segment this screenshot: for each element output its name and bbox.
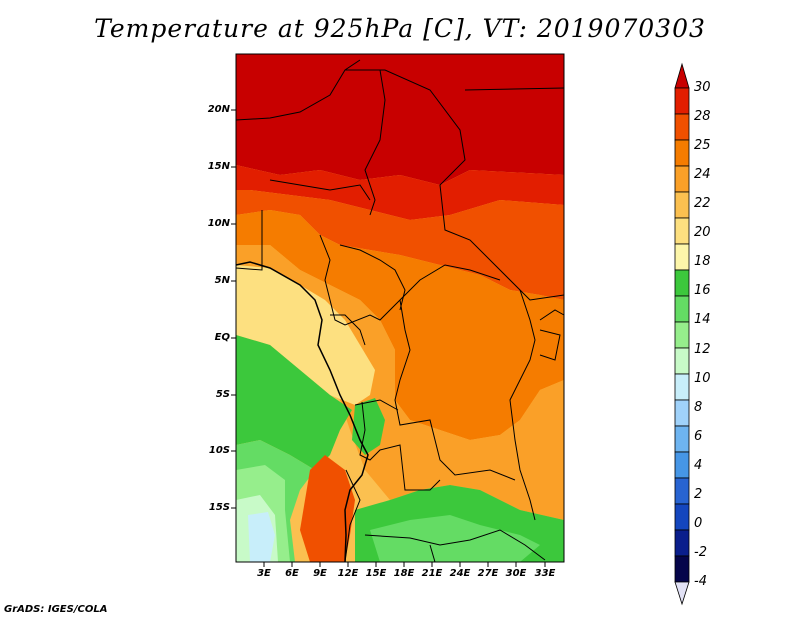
lon-label: 24E — [449, 568, 471, 579]
colorbar-swatch — [674, 217, 690, 245]
country-borders — [235, 59, 565, 563]
lat-label: EQ — [214, 332, 230, 343]
lon-label: 9E — [313, 568, 327, 579]
map-ticks — [231, 109, 546, 567]
colorbar-label: -4 — [694, 574, 707, 589]
colorbar-swatch — [674, 425, 690, 453]
colorbar-label: 12 — [694, 341, 711, 357]
colorbar-label: 0 — [694, 515, 703, 531]
region-30c — [236, 54, 564, 185]
colorbar-top-arrow — [674, 62, 690, 89]
lon-label: 18E — [393, 568, 415, 579]
colorbar-label: 28 — [694, 109, 711, 125]
colorbar-label: 10 — [694, 370, 711, 386]
region-16c — [236, 335, 352, 470]
lon-label: 6E — [285, 568, 299, 579]
lon-label: 15E — [365, 568, 387, 579]
colorbar-label: 16 — [694, 283, 711, 299]
colorbar-swatch — [674, 399, 690, 427]
lon-label: 21E — [421, 568, 443, 579]
colorbar-bottom-arrow — [674, 581, 690, 606]
lat-label: 5N — [214, 275, 230, 286]
lat-label: 20N — [207, 104, 230, 115]
map-title: Temperature at 925hPa [C], VT: 201907030… — [94, 14, 706, 43]
colorbar-label: 18 — [694, 254, 711, 270]
colorbar-label: 24 — [694, 167, 711, 183]
region-20c — [236, 265, 375, 405]
colorbar-swatch — [674, 113, 690, 141]
lat-label: 10S — [208, 445, 230, 456]
lon-label: 30E — [505, 568, 527, 579]
colorbar — [674, 62, 690, 606]
colorbar-swatch — [674, 269, 690, 297]
colorbar-swatch — [674, 555, 690, 583]
colorbar-swatch — [674, 451, 690, 479]
colorbar-label: 2 — [694, 486, 703, 502]
lon-label: 33E — [534, 568, 556, 579]
colorbar-swatch — [674, 87, 690, 115]
region-8c — [248, 512, 275, 562]
colorbar-swatch — [674, 529, 690, 557]
region-south-hot — [300, 455, 355, 562]
colorbar-swatch — [674, 295, 690, 323]
lon-label: 27E — [477, 568, 499, 579]
lat-label: 15N — [207, 161, 230, 172]
colorbar-swatch — [674, 191, 690, 219]
coastline — [235, 261, 369, 563]
lat-label: 5S — [215, 389, 230, 400]
colorbar-label: 25 — [694, 138, 711, 154]
lat-label: 10N — [207, 218, 230, 229]
colorbar-label: 22 — [694, 196, 711, 212]
colorbar-label: 8 — [694, 399, 703, 415]
region-28c — [236, 165, 564, 220]
colorbar-swatch — [674, 139, 690, 167]
colorbar-swatch — [674, 347, 690, 375]
colorbar-label: 6 — [694, 428, 703, 444]
colorbar-swatch — [674, 243, 690, 271]
credit-text: GrADS: IGES/COLA — [4, 604, 108, 615]
colorbar-label: 4 — [694, 457, 703, 473]
region-25c — [236, 190, 564, 300]
colorbar-swatch — [674, 477, 690, 505]
colorbar-swatch — [674, 373, 690, 401]
colorbar-label: 14 — [694, 312, 711, 328]
colorbar-swatch — [674, 165, 690, 193]
colorbar-label: -2 — [694, 544, 707, 560]
colorbar-label: 30 — [694, 80, 711, 95]
colorbar-swatch — [674, 503, 690, 531]
region-24c — [236, 210, 564, 440]
colorbar-swatch — [674, 321, 690, 349]
map-frame — [235, 53, 565, 563]
region-south-light — [370, 515, 540, 562]
colorbar-label: 20 — [694, 225, 711, 241]
lon-label: 12E — [337, 568, 359, 579]
lon-label: 3E — [257, 568, 271, 579]
lat-label: 15S — [208, 502, 230, 513]
